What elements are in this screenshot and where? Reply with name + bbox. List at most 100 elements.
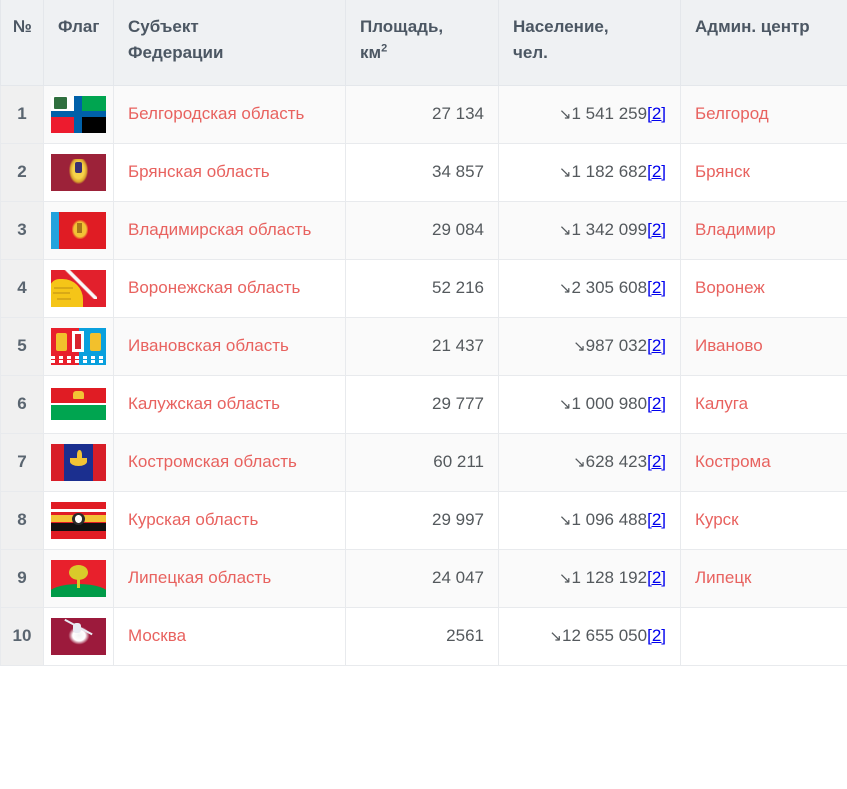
subject-cell: Брянская область bbox=[113, 142, 346, 202]
flag-bryansk-oblast-icon bbox=[51, 153, 106, 191]
subject-link[interactable]: Курская область bbox=[128, 510, 259, 530]
subject-link[interactable]: Воронежская область bbox=[128, 278, 301, 298]
flag-cell[interactable] bbox=[43, 258, 114, 318]
subject-cell: Костромская область bbox=[113, 432, 346, 492]
column-header-number[interactable]: № bbox=[0, 0, 44, 86]
table-row: 6 Калужская область 29 777 ↘1 000 980[2] Кал… bbox=[0, 374, 847, 434]
reference-link[interactable]: [2] bbox=[647, 452, 666, 472]
row-number: 6 bbox=[0, 374, 44, 434]
subject-cell: Воронежская область bbox=[113, 258, 346, 318]
admin-center-link[interactable]: Брянск bbox=[695, 162, 750, 182]
admin-center-link[interactable]: Калуга bbox=[695, 394, 749, 414]
population-value: 628 423 bbox=[585, 452, 648, 472]
trend-down-icon: ↘ bbox=[558, 280, 572, 298]
subject-link[interactable]: Владимирская область bbox=[128, 220, 312, 240]
reference-link[interactable]: [2] bbox=[647, 394, 666, 414]
reference-link[interactable]: [2] bbox=[647, 278, 666, 298]
admin-center-cell: Липецк bbox=[680, 548, 847, 608]
admin-center-link[interactable]: Воронеж bbox=[695, 278, 765, 298]
population-cell: ↘1 128 192[2] bbox=[498, 548, 681, 608]
population-value: 987 032 bbox=[585, 336, 648, 356]
subject-link[interactable]: Липецкая область bbox=[128, 568, 272, 588]
table-row: 9 Липецкая область 24 047 ↘1 128 192[2] Липе… bbox=[0, 548, 847, 608]
admin-center-cell: Курск bbox=[680, 490, 847, 550]
reference-link[interactable]: [2] bbox=[647, 104, 666, 124]
area-value: 60 211 bbox=[345, 432, 499, 492]
subject-cell: Белгородская область bbox=[113, 84, 346, 144]
admin-center-cell: Воронеж bbox=[680, 258, 847, 318]
table-header: № Флаг Субъект Федерации Площадь, км2 На… bbox=[0, 0, 847, 86]
reference-link[interactable]: [2] bbox=[647, 510, 666, 530]
area-value: 27 134 bbox=[345, 84, 499, 144]
admin-center-link[interactable]: Кострома bbox=[695, 452, 771, 472]
flag-belgorod-oblast-icon bbox=[51, 95, 106, 133]
population-cell: ↘1 182 682[2] bbox=[498, 142, 681, 202]
flag-cell[interactable] bbox=[43, 548, 114, 608]
table-row: 7 Костромская область 60 211 ↘628 423[2] Кос… bbox=[0, 432, 847, 492]
flag-vladimir-oblast-icon bbox=[51, 211, 106, 249]
population-value: 1 182 682 bbox=[571, 162, 648, 182]
row-number: 3 bbox=[0, 200, 44, 260]
population-cell: ↘12 655 050[2] bbox=[498, 606, 681, 666]
population-cell: ↘628 423[2] bbox=[498, 432, 681, 492]
population-value: 1 541 259 bbox=[571, 104, 648, 124]
subject-link[interactable]: Белгородская область bbox=[128, 104, 305, 124]
column-header-population-line2: чел. bbox=[513, 43, 548, 63]
trend-down-icon: ↘ bbox=[558, 106, 572, 124]
flag-kostroma-oblast-icon bbox=[51, 443, 106, 481]
area-value: 29 777 bbox=[345, 374, 499, 434]
admin-center-link[interactable]: Курск bbox=[695, 510, 739, 530]
subject-link[interactable]: Ивановская область bbox=[128, 336, 289, 356]
population-value: 1 342 099 bbox=[571, 220, 648, 240]
area-value: 34 857 bbox=[345, 142, 499, 202]
subject-link[interactable]: Костромская область bbox=[128, 452, 297, 472]
column-header-flag[interactable]: Флаг bbox=[43, 0, 114, 86]
admin-center-link[interactable]: Липецк bbox=[695, 568, 752, 588]
reference-link[interactable]: [2] bbox=[647, 162, 666, 182]
column-header-population[interactable]: Население, чел. bbox=[498, 0, 681, 86]
admin-center-link[interactable]: Иваново bbox=[695, 336, 763, 356]
subject-cell: Москва bbox=[113, 606, 346, 666]
admin-center-link[interactable]: Белгород bbox=[695, 104, 769, 124]
population-value: 12 655 050 bbox=[562, 626, 648, 646]
column-header-area[interactable]: Площадь, км2 bbox=[345, 0, 499, 86]
flag-cell[interactable] bbox=[43, 432, 114, 492]
flag-cell[interactable] bbox=[43, 490, 114, 550]
table-row: 3 Владимирская область 29 084 ↘1 342 099[2]… bbox=[0, 200, 847, 260]
column-header-admin-center[interactable]: Админ. центр bbox=[680, 0, 847, 86]
table-row: 4 Воронежская область 52 216 ↘2 305 608[2] В… bbox=[0, 258, 847, 318]
reference-link[interactable]: [2] bbox=[647, 220, 666, 240]
row-number: 7 bbox=[0, 432, 44, 492]
area-value: 29 997 bbox=[345, 490, 499, 550]
subject-link[interactable]: Брянская область bbox=[128, 162, 270, 182]
admin-center-cell: Брянск bbox=[680, 142, 847, 202]
population-value: 2 305 608 bbox=[571, 278, 648, 298]
column-header-subject[interactable]: Субъект Федерации bbox=[113, 0, 346, 86]
subject-link[interactable]: Москва bbox=[128, 626, 187, 646]
subject-cell: Липецкая область bbox=[113, 548, 346, 608]
population-cell: ↘987 032[2] bbox=[498, 316, 681, 376]
flag-kursk-oblast-icon bbox=[51, 501, 106, 539]
reference-link[interactable]: [2] bbox=[647, 568, 666, 588]
flag-cell[interactable] bbox=[43, 200, 114, 260]
reference-link[interactable]: [2] bbox=[647, 336, 666, 356]
population-value: 1 128 192 bbox=[571, 568, 648, 588]
subject-link[interactable]: Калужская область bbox=[128, 394, 280, 414]
admin-center-cell: Белгород bbox=[680, 84, 847, 144]
reference-link[interactable]: [2] bbox=[647, 626, 666, 646]
flag-cell[interactable] bbox=[43, 606, 114, 666]
flag-cell[interactable] bbox=[43, 84, 114, 144]
table-row: 8 Курская область 29 997 ↘1 096 488[2] Курск bbox=[0, 490, 847, 550]
population-value: 1 000 980 bbox=[571, 394, 648, 414]
flag-cell[interactable] bbox=[43, 316, 114, 376]
admin-center-cell: Иваново bbox=[680, 316, 847, 376]
table-body: 1 Белгородская область 27 134 ↘1 541 259[2]… bbox=[0, 84, 847, 666]
flag-cell[interactable] bbox=[43, 374, 114, 434]
admin-center-cell: Владимир bbox=[680, 200, 847, 260]
admin-center-cell: Калуга bbox=[680, 374, 847, 434]
flag-cell[interactable] bbox=[43, 142, 114, 202]
row-number: 2 bbox=[0, 142, 44, 202]
subject-cell: Ивановская область bbox=[113, 316, 346, 376]
admin-center-link[interactable]: Владимир bbox=[695, 220, 776, 240]
area-value: 52 216 bbox=[345, 258, 499, 318]
